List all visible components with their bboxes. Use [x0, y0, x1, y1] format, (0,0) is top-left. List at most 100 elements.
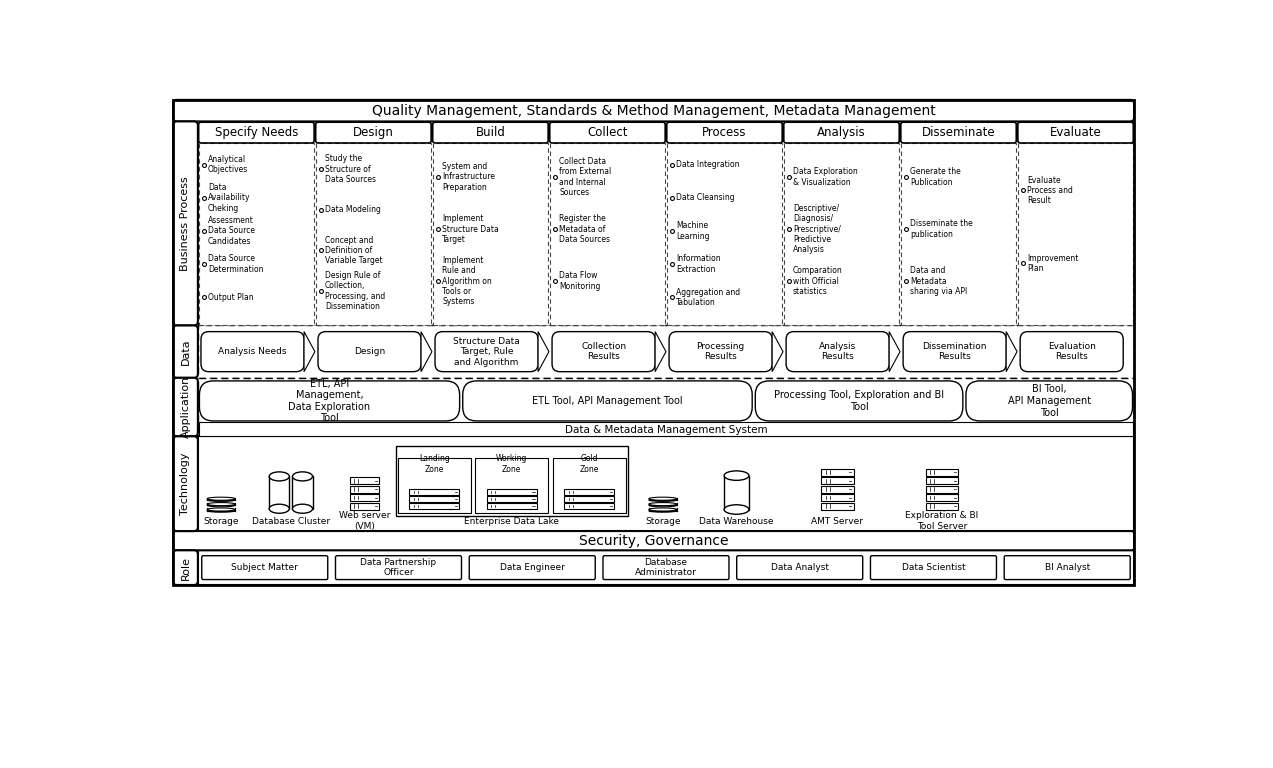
- FancyBboxPatch shape: [737, 556, 863, 580]
- Bar: [475, 458, 549, 512]
- Bar: [197, 378, 1134, 436]
- FancyBboxPatch shape: [316, 122, 432, 143]
- Text: Data
Availability
Cheking: Data Availability Cheking: [207, 183, 251, 213]
- Text: Data: Data: [181, 339, 191, 365]
- Bar: [724, 475, 749, 509]
- Text: Descriptive/
Diagnosis/
Prescriptive/
Predictive
Analysis: Descriptive/ Diagnosis/ Prescriptive/ Pr…: [793, 204, 841, 254]
- Bar: [925, 502, 959, 509]
- Bar: [821, 477, 853, 484]
- Text: Evaluate: Evaluate: [1050, 126, 1101, 139]
- Ellipse shape: [649, 498, 677, 502]
- FancyBboxPatch shape: [435, 332, 538, 372]
- Text: Role: Role: [181, 555, 191, 580]
- Bar: [409, 503, 460, 508]
- Bar: [1018, 143, 1133, 325]
- Ellipse shape: [649, 497, 677, 500]
- Text: ETL, API
Management,
Data Exploration
Tool: ETL, API Management, Data Exploration To…: [289, 379, 370, 423]
- Ellipse shape: [293, 505, 313, 513]
- Text: Implement
Rule and
Algorithm on
Tools or
Systems: Implement Rule and Algorithm on Tools or…: [442, 256, 491, 306]
- Text: Landing
Zone: Landing Zone: [419, 455, 449, 474]
- Text: Implement
Structure Data
Target: Implement Structure Data Target: [442, 214, 499, 244]
- Bar: [564, 503, 615, 508]
- Text: Build: Build: [476, 126, 505, 139]
- Bar: [293, 476, 313, 508]
- Bar: [821, 502, 853, 509]
- Text: Design: Design: [354, 347, 386, 356]
- FancyBboxPatch shape: [552, 332, 656, 372]
- Text: Data Integration: Data Integration: [676, 160, 740, 169]
- Bar: [821, 468, 853, 475]
- Text: Data Scientist: Data Scientist: [901, 563, 965, 572]
- FancyBboxPatch shape: [173, 326, 197, 378]
- Text: Aggregation and
Tabulation: Aggregation and Tabulation: [676, 287, 740, 307]
- Bar: [350, 485, 379, 492]
- Ellipse shape: [207, 508, 236, 511]
- Text: Database Cluster: Database Cluster: [252, 517, 330, 525]
- Text: Processing
Results: Processing Results: [696, 342, 745, 362]
- FancyBboxPatch shape: [1004, 556, 1130, 580]
- Text: Database
Administrator: Database Administrator: [635, 558, 696, 578]
- Bar: [486, 496, 537, 502]
- Ellipse shape: [724, 505, 749, 515]
- Ellipse shape: [207, 498, 236, 502]
- Bar: [173, 100, 1134, 585]
- Polygon shape: [773, 332, 783, 372]
- Bar: [350, 502, 379, 509]
- Ellipse shape: [649, 509, 677, 512]
- Text: Data and
Metadata
sharing via API: Data and Metadata sharing via API: [910, 266, 967, 296]
- Text: Study the
Structure of
Data Sources: Study the Structure of Data Sources: [325, 154, 376, 184]
- Text: Assessment
Data Source
Candidates: Assessment Data Source Candidates: [207, 216, 255, 246]
- FancyBboxPatch shape: [966, 381, 1133, 421]
- Text: Evaluate
Process and
Result: Evaluate Process and Result: [1027, 176, 1073, 205]
- Bar: [901, 143, 1016, 325]
- Text: Data Flow
Monitoring: Data Flow Monitoring: [559, 271, 601, 291]
- Text: Analysis: Analysis: [817, 126, 866, 139]
- Text: BI Tool,
API Management
Tool: BI Tool, API Management Tool: [1008, 384, 1091, 418]
- Bar: [409, 496, 460, 502]
- Bar: [197, 436, 1134, 531]
- Text: Storage: Storage: [204, 517, 239, 525]
- Text: Data Warehouse: Data Warehouse: [699, 517, 774, 525]
- Bar: [409, 489, 460, 495]
- Text: Working
Zone: Working Zone: [496, 455, 527, 474]
- Text: Register the
Metadata of
Data Sources: Register the Metadata of Data Sources: [559, 214, 610, 244]
- Text: Data Analyst: Data Analyst: [770, 563, 829, 572]
- Bar: [925, 477, 959, 484]
- Polygon shape: [538, 332, 549, 372]
- Ellipse shape: [269, 505, 289, 513]
- Text: Design Rule of
Collection,
Processing, and
Dissemination: Design Rule of Collection, Processing, a…: [325, 271, 386, 311]
- Bar: [269, 476, 289, 508]
- Bar: [821, 494, 853, 501]
- FancyBboxPatch shape: [787, 332, 889, 372]
- FancyBboxPatch shape: [173, 378, 197, 436]
- Bar: [316, 143, 432, 325]
- FancyBboxPatch shape: [901, 122, 1016, 143]
- FancyBboxPatch shape: [336, 556, 462, 580]
- Text: Business Process: Business Process: [181, 176, 191, 271]
- Text: Concept and
Definition of
Variable Target: Concept and Definition of Variable Targe…: [325, 236, 383, 266]
- FancyBboxPatch shape: [201, 332, 304, 372]
- Text: BI Analyst: BI Analyst: [1045, 563, 1090, 572]
- Text: Analysis Needs: Analysis Needs: [218, 347, 286, 356]
- Text: Application: Application: [181, 376, 191, 439]
- Text: Analysis
Results: Analysis Results: [819, 342, 857, 362]
- Text: Dissemination
Results: Dissemination Results: [923, 342, 987, 362]
- Bar: [564, 489, 615, 495]
- Text: Exploration & BI
Tool Server: Exploration & BI Tool Server: [905, 511, 979, 531]
- FancyBboxPatch shape: [462, 381, 752, 421]
- Text: Data & Metadata Management System: Data & Metadata Management System: [565, 425, 768, 435]
- FancyBboxPatch shape: [173, 551, 197, 585]
- Text: Information
Extraction: Information Extraction: [676, 254, 721, 273]
- Text: Output Plan: Output Plan: [207, 293, 253, 302]
- Bar: [564, 496, 615, 502]
- FancyBboxPatch shape: [201, 556, 327, 580]
- FancyBboxPatch shape: [670, 332, 773, 372]
- Text: Security, Governance: Security, Governance: [579, 534, 728, 548]
- Bar: [784, 143, 899, 325]
- Text: Data Cleansing: Data Cleansing: [676, 194, 735, 202]
- Bar: [199, 422, 1133, 435]
- FancyBboxPatch shape: [550, 122, 666, 143]
- FancyBboxPatch shape: [1018, 122, 1133, 143]
- Text: Data Partnership
Officer: Data Partnership Officer: [360, 558, 437, 578]
- Text: Collect: Collect: [587, 126, 628, 139]
